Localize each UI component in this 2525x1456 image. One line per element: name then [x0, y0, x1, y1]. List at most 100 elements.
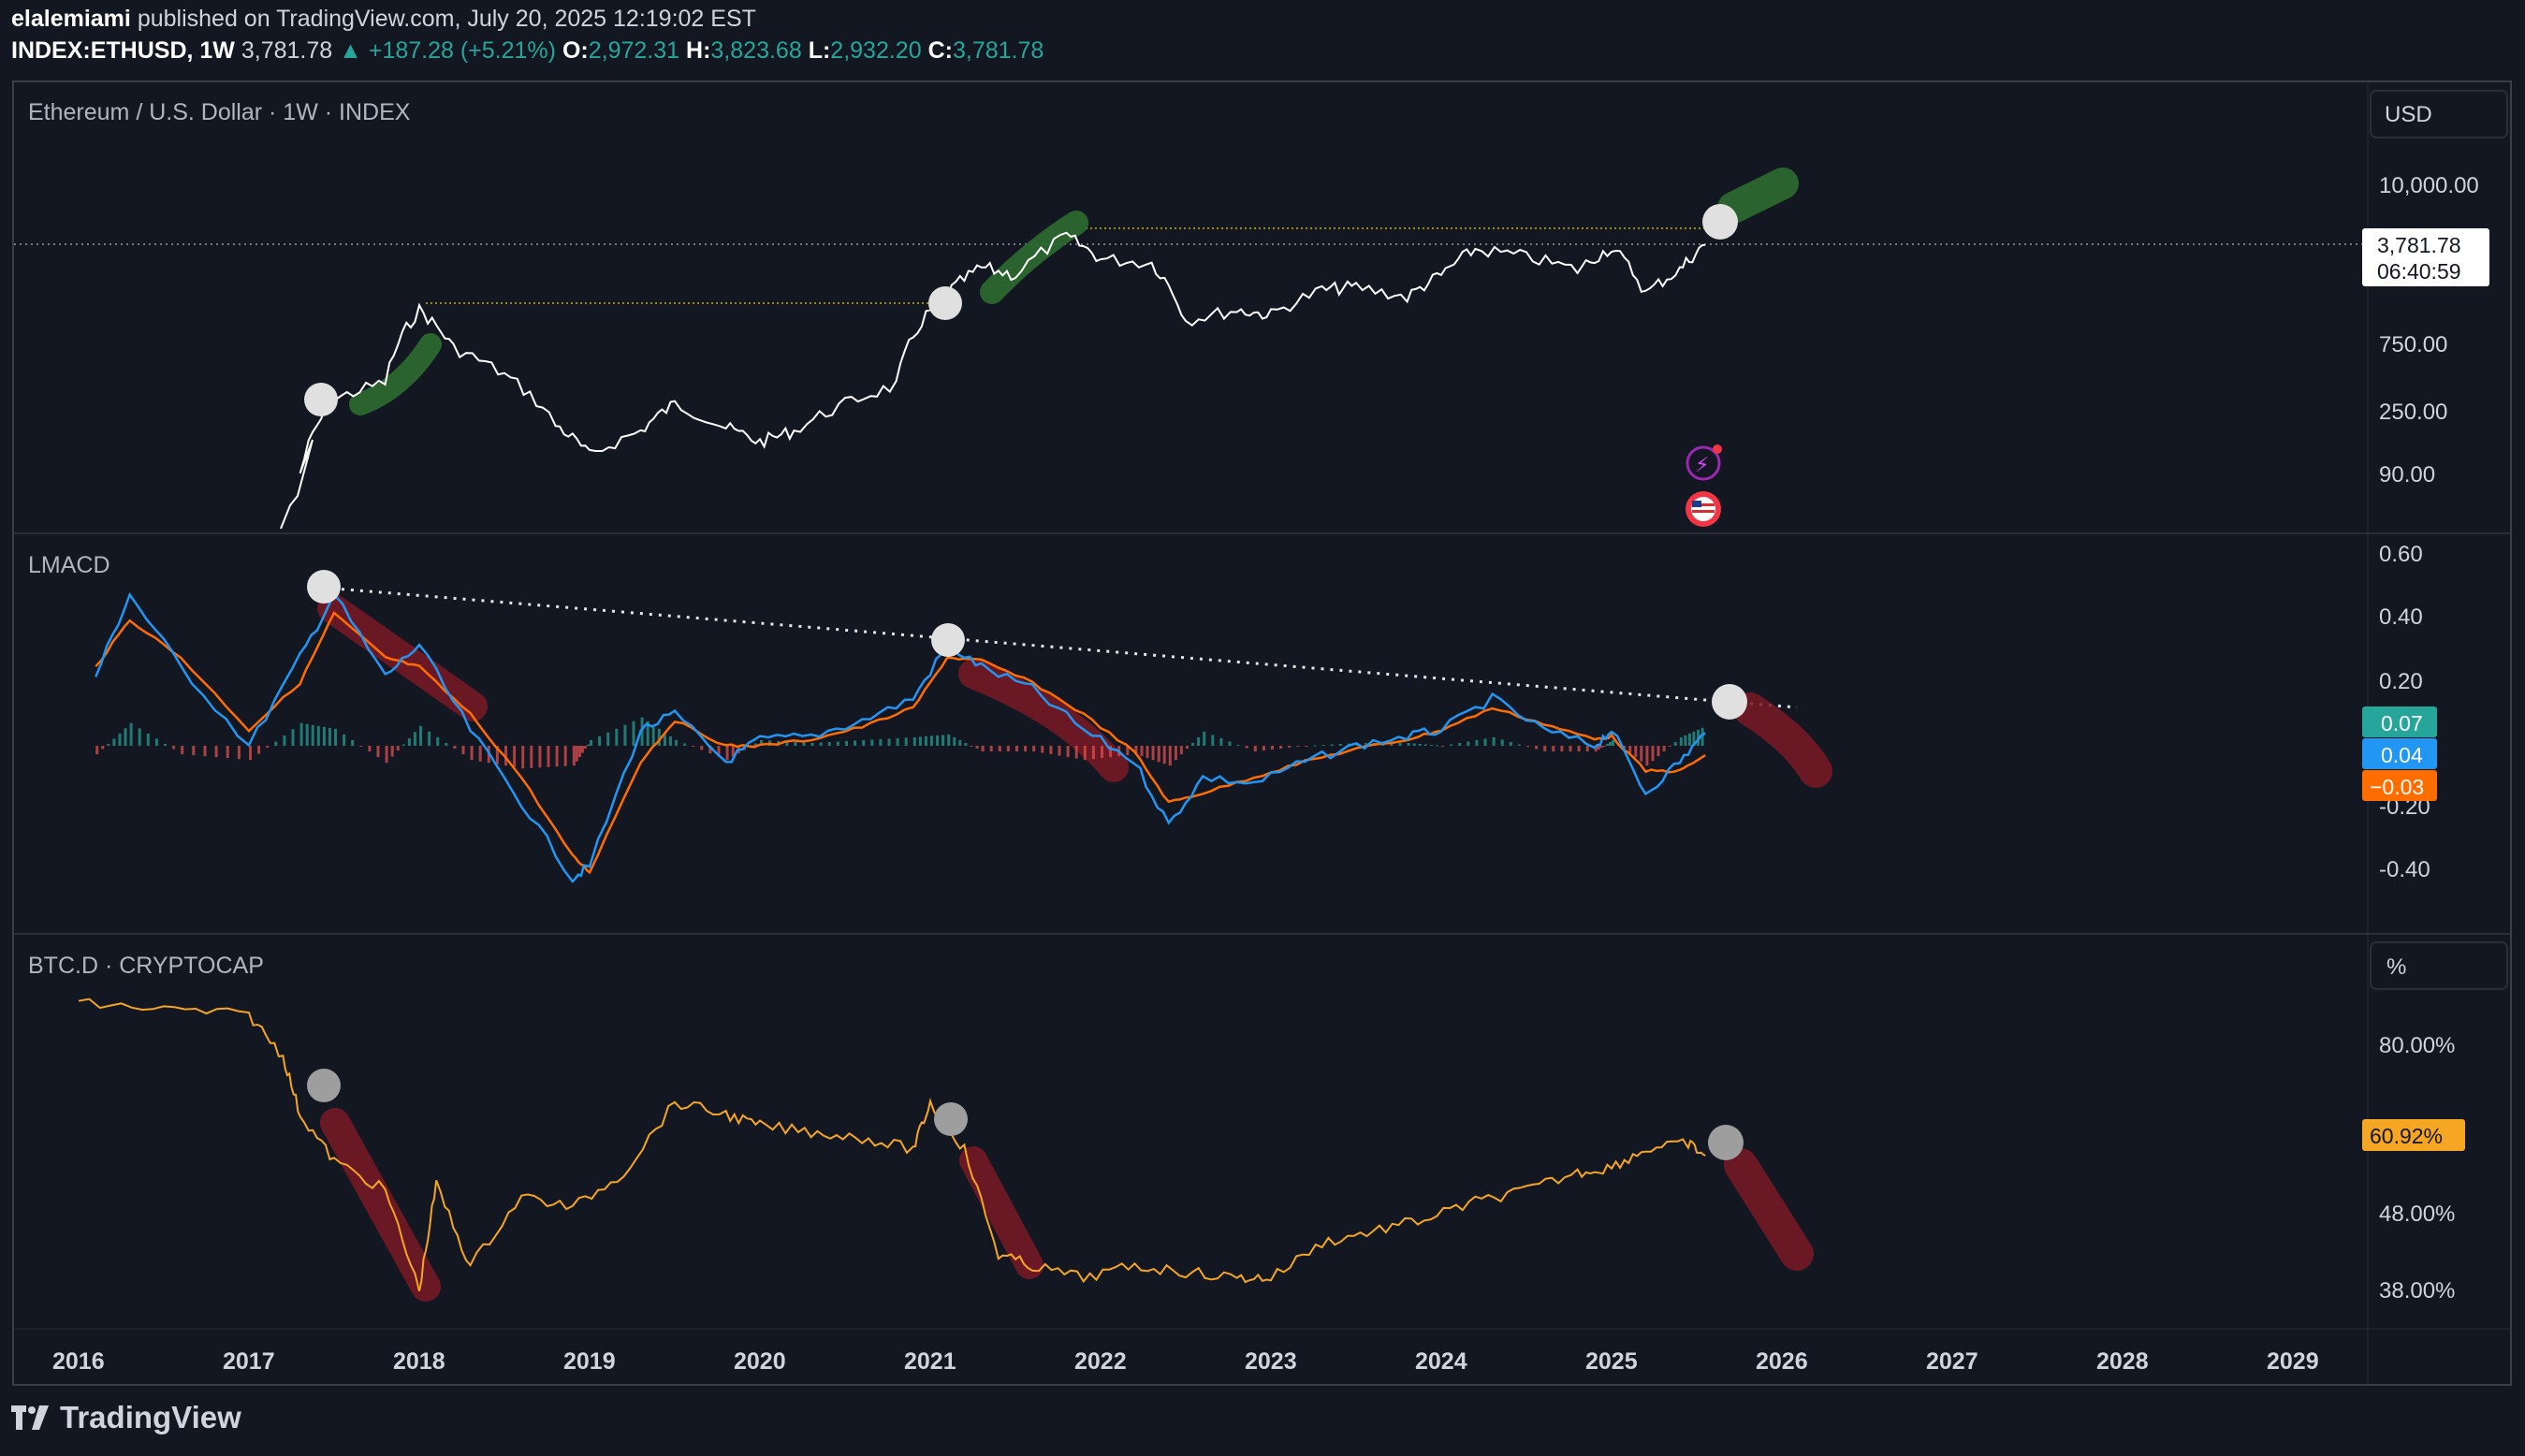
histogram-bar	[266, 746, 270, 748]
histogram-bar	[112, 738, 116, 746]
open-label: O:	[562, 37, 589, 64]
histogram-bar	[924, 735, 927, 746]
histogram-bar	[107, 744, 110, 746]
high-label: H:	[686, 37, 711, 64]
histogram-bar	[827, 742, 831, 746]
histogram-bar	[1429, 745, 1433, 746]
histogram-bar	[322, 726, 326, 746]
pivot-circle-macd-2017	[307, 570, 341, 604]
histogram-bar	[1015, 746, 1018, 752]
hist-value: 0.07	[2381, 711, 2423, 735]
histogram-bar	[1552, 746, 1555, 752]
histogram-bar	[615, 728, 619, 746]
histogram-bar	[1645, 746, 1649, 766]
histogram-bar	[1517, 744, 1521, 746]
author-name[interactable]: elalemiami	[11, 6, 131, 32]
tradingview-logo[interactable]: TradingView	[11, 1400, 241, 1435]
histogram-bar	[862, 739, 866, 746]
histogram-bar	[1594, 746, 1598, 752]
high-value: 3,823.68	[710, 37, 802, 64]
macd-tick-0.60: 0.60	[2379, 542, 2423, 567]
percent-unit-button[interactable]: %	[2370, 941, 2508, 990]
histogram-bar	[1612, 739, 1614, 746]
time-tick-2029: 2029	[2267, 1348, 2319, 1375]
histogram-bar	[368, 746, 372, 752]
histogram-bar	[1569, 746, 1572, 752]
histogram-bar	[1091, 746, 1095, 760]
histogram-bar	[1236, 745, 1240, 746]
bull-marker-2021	[980, 211, 1088, 304]
usd-currency-button[interactable]: USD	[2370, 90, 2508, 138]
histogram-bar	[1492, 736, 1496, 746]
time-tick-2017: 2017	[223, 1348, 275, 1375]
macd-tick-neg0.40: -0.40	[2379, 857, 2430, 882]
histogram-bar	[1423, 744, 1427, 746]
histogram-bar	[1186, 746, 1189, 749]
histogram-bar	[1526, 746, 1529, 747]
histogram-bar	[1146, 746, 1149, 759]
bear-btcd-2021	[959, 1146, 1044, 1279]
bear-btcd-2017	[320, 1108, 441, 1302]
histogram-bar	[95, 746, 99, 755]
btcd-pane-title: BTC.D · CRYPTOCAP	[28, 953, 264, 979]
histogram-bar	[1219, 737, 1223, 746]
histogram-bar	[530, 746, 533, 768]
eth-price-line	[280, 231, 1706, 530]
histogram-bar	[1109, 746, 1113, 758]
histogram-bar	[461, 746, 465, 755]
ohlc-legend: INDEX:ETHUSD, 1W 3,781.78 ▲ +187.28 (+5.…	[11, 37, 1044, 65]
last-price-badge-value: 3,781.78	[2377, 233, 2461, 257]
histogram-bar	[941, 735, 945, 746]
histogram-bar	[964, 743, 968, 746]
histogram-bar	[1140, 746, 1144, 757]
price-tick-90: 90.00	[2379, 462, 2435, 488]
lightning-event-icon[interactable]: ⚡	[1686, 444, 1722, 481]
histogram-bar	[203, 746, 207, 757]
histogram-bar	[1640, 746, 1643, 762]
time-tick-2021: 2021	[904, 1348, 956, 1375]
low-label: L:	[808, 37, 831, 64]
histogram-bar	[495, 746, 499, 764]
histogram-bar	[1074, 746, 1078, 759]
close-label: C:	[927, 37, 953, 64]
histogram-bar	[1179, 746, 1183, 755]
histogram-bar	[1483, 738, 1487, 746]
pivot-circle-btcd-2025	[1708, 1125, 1744, 1160]
close-value: 3,781.78	[952, 37, 1044, 64]
histogram-bar	[1024, 746, 1028, 752]
histogram-bar	[1398, 743, 1402, 746]
histogram-bar	[1599, 746, 1603, 748]
price-tick-250: 250.00	[2379, 400, 2447, 425]
histogram-bar	[1500, 739, 1504, 746]
histogram-bar	[587, 744, 590, 746]
histogram-bar	[794, 742, 797, 746]
macd-line	[95, 591, 1706, 883]
histogram-bar	[657, 728, 661, 746]
histogram-bar	[237, 746, 241, 760]
histogram-bar	[598, 735, 602, 746]
bull-marker-2017	[349, 333, 442, 415]
pivot-circle-macd-2025	[1712, 684, 1747, 720]
btc-dominance-line	[78, 997, 1706, 1291]
histogram-bar	[419, 725, 422, 746]
histogram-bar	[1585, 746, 1589, 752]
histogram-bar	[1174, 746, 1177, 761]
histogram-bar	[683, 743, 687, 746]
histogram-bar	[708, 746, 712, 754]
bear-btcd-2025	[1724, 1148, 1814, 1271]
histogram-bar	[700, 746, 704, 750]
histogram-bar	[478, 746, 482, 762]
us-flag-event-icon[interactable]	[1686, 491, 1721, 527]
histogram-bar	[470, 746, 474, 761]
histogram-bar	[226, 746, 229, 759]
histogram-bar	[1535, 746, 1539, 750]
open-value: 2,972.31	[588, 37, 680, 64]
histogram-bar	[504, 746, 507, 766]
histogram-bar	[1679, 736, 1683, 746]
histogram-bar	[1577, 746, 1581, 752]
histogram-bar	[1673, 742, 1677, 746]
histogram-bar	[436, 736, 440, 746]
histogram-bar	[646, 721, 649, 746]
histogram-bar	[918, 736, 922, 746]
